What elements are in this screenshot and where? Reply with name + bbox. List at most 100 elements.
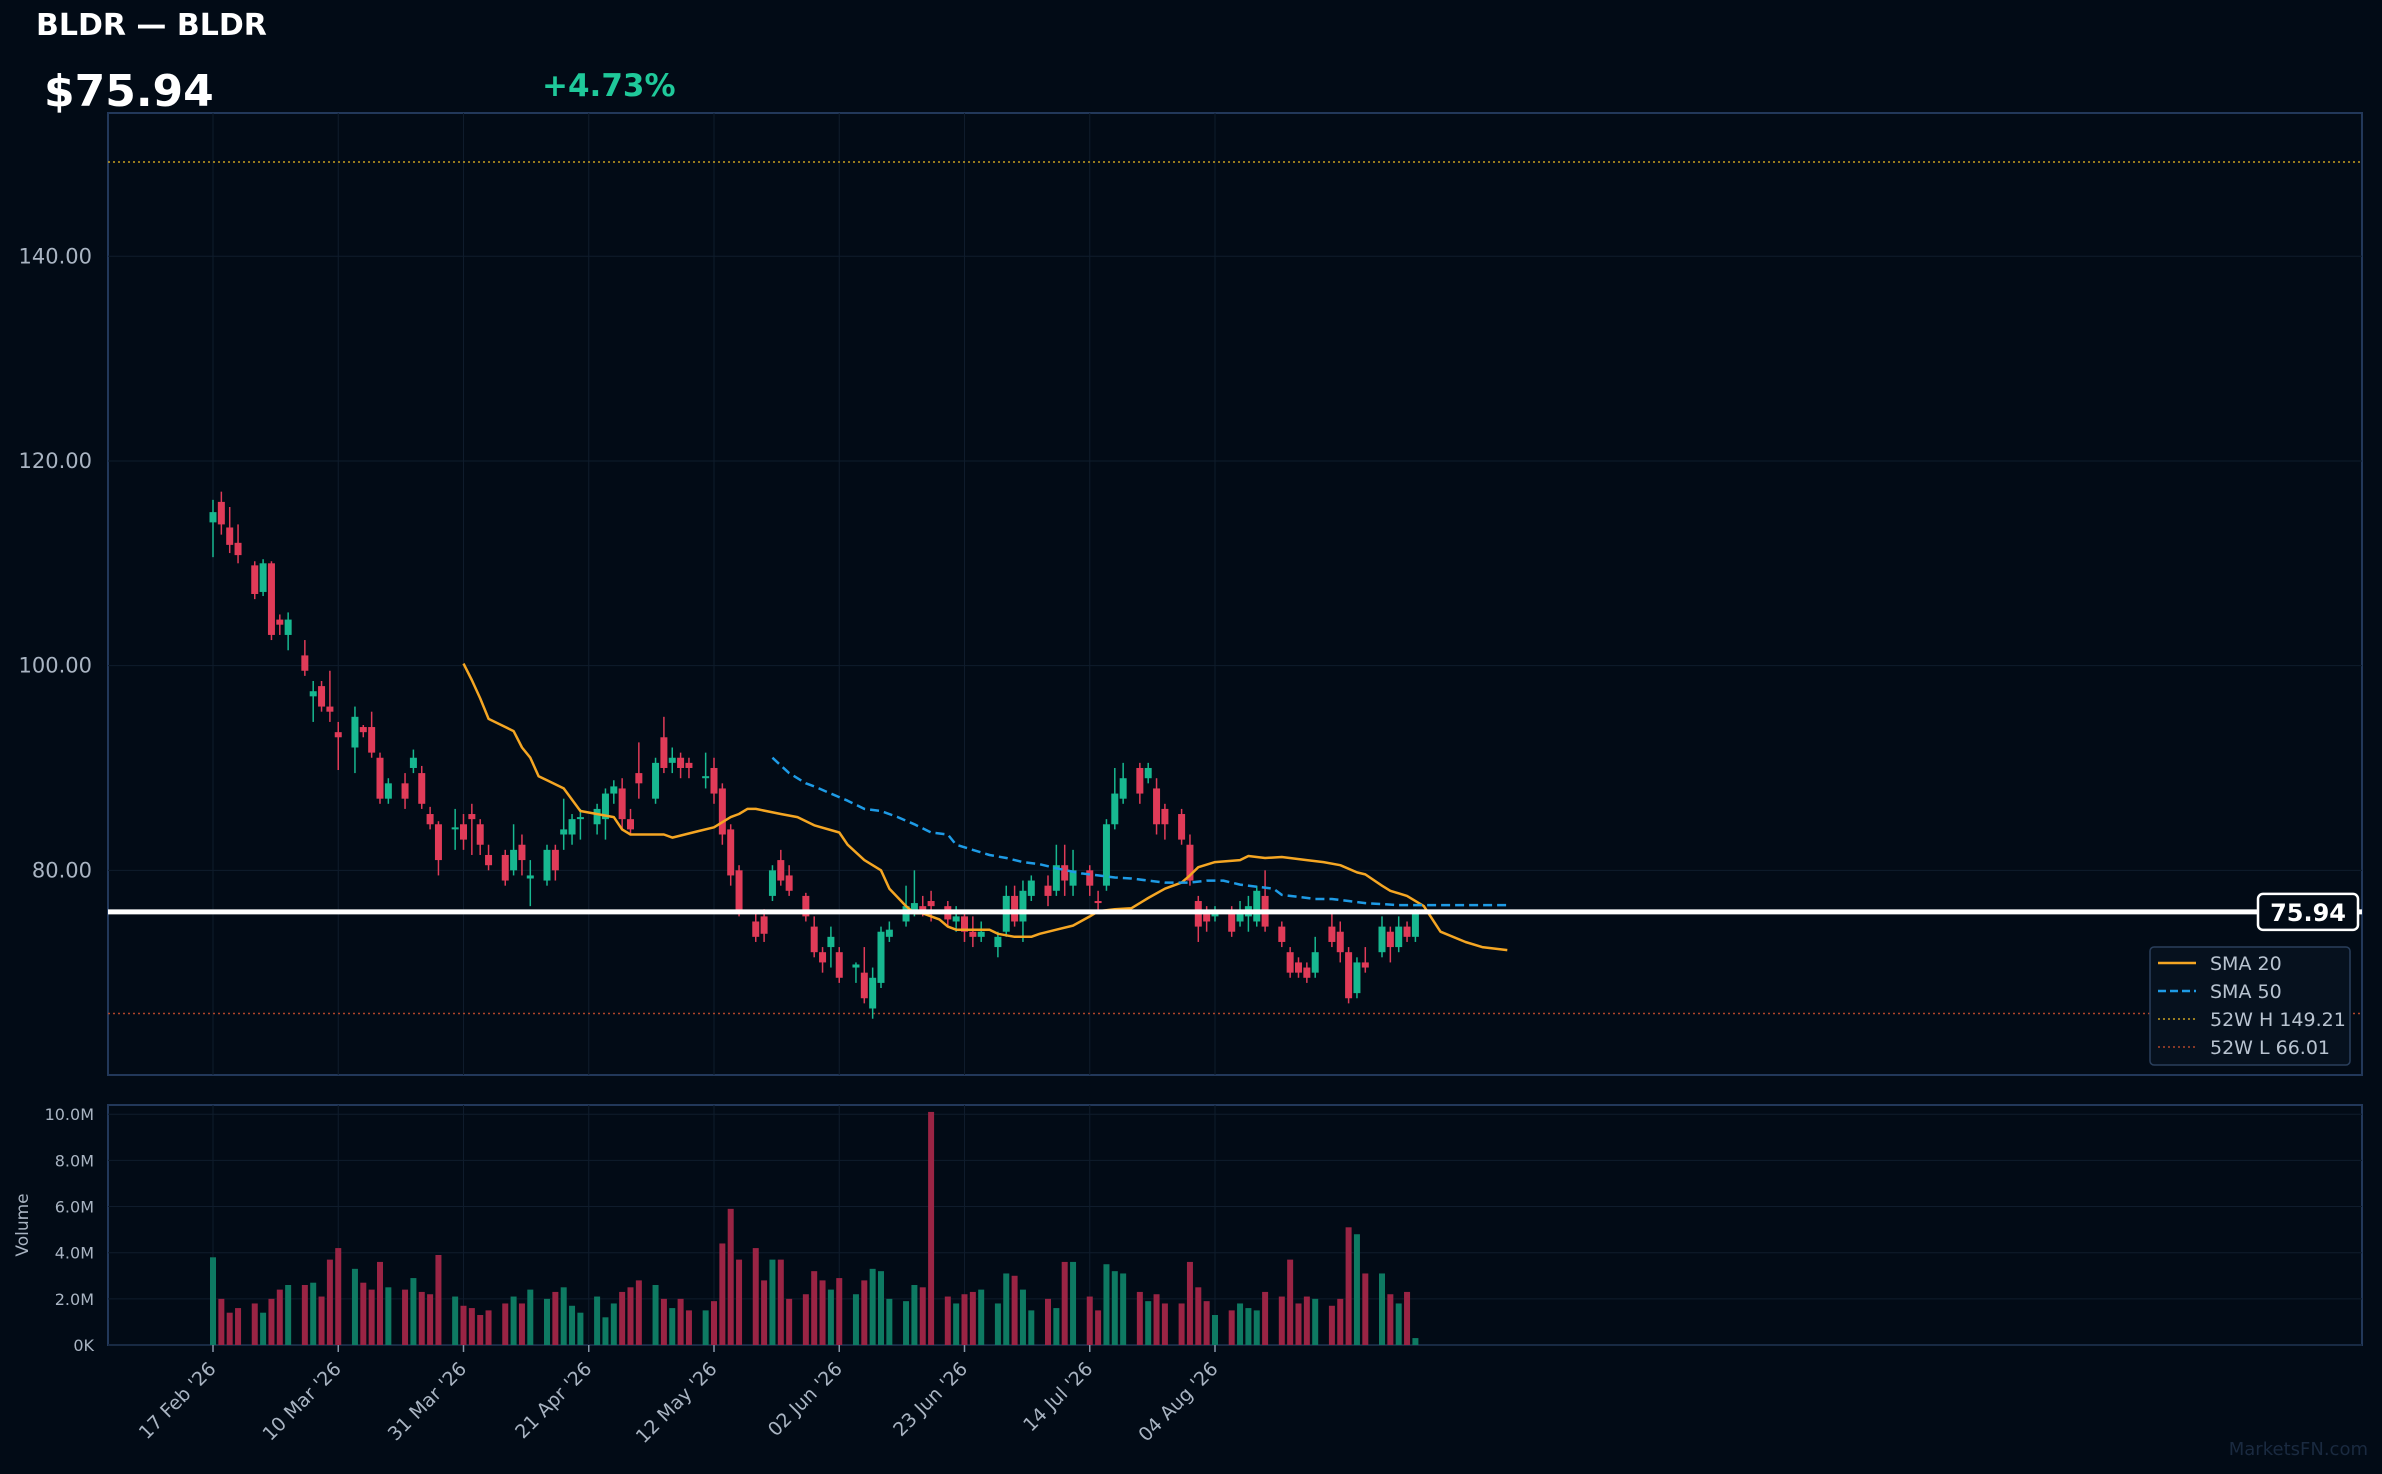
volume-bar bbox=[226, 1312, 233, 1345]
candle-body bbox=[927, 901, 935, 907]
candle-body bbox=[418, 773, 426, 804]
candle-body bbox=[284, 619, 292, 635]
volume-bar bbox=[510, 1296, 517, 1345]
volume-bar bbox=[1095, 1310, 1102, 1345]
volume-bar bbox=[953, 1303, 960, 1345]
volume-bar bbox=[1203, 1301, 1210, 1345]
volume-bar bbox=[761, 1280, 768, 1345]
candle-body bbox=[501, 854, 509, 881]
volume-bar bbox=[769, 1259, 776, 1345]
volume-bar bbox=[368, 1289, 375, 1345]
volume-bar bbox=[335, 1248, 342, 1345]
volume-bar bbox=[602, 1317, 609, 1345]
volume-bar bbox=[1303, 1296, 1310, 1345]
volume-bar bbox=[418, 1291, 425, 1345]
volume-panel bbox=[107, 1104, 2363, 1346]
volume-bar bbox=[719, 1243, 726, 1345]
candle-body bbox=[526, 875, 534, 879]
x-tick-label: 31 Mar '26 bbox=[384, 1358, 471, 1445]
candle-body bbox=[777, 860, 785, 881]
candle-body bbox=[376, 757, 384, 799]
volume-bar bbox=[827, 1289, 834, 1345]
legend-label-sma20: SMA 20 bbox=[2210, 953, 2282, 975]
volume-bar bbox=[260, 1312, 267, 1345]
volume-bar bbox=[1362, 1273, 1369, 1345]
volume-bar bbox=[961, 1294, 968, 1345]
volume-bar bbox=[1153, 1294, 1160, 1345]
candle-body bbox=[351, 716, 359, 748]
candle-body bbox=[652, 762, 660, 799]
candle-body bbox=[677, 757, 685, 768]
candle-body bbox=[1378, 926, 1386, 953]
candle-body bbox=[618, 788, 626, 820]
candle-body bbox=[635, 773, 643, 784]
candle-body bbox=[860, 972, 868, 999]
volume-axis-label: Volume bbox=[13, 1193, 33, 1256]
volume-bar bbox=[635, 1280, 642, 1345]
candle-body bbox=[485, 854, 493, 866]
volume-bar bbox=[527, 1289, 534, 1345]
volume-bar bbox=[351, 1268, 358, 1345]
volume-bar bbox=[811, 1271, 818, 1345]
candle-body bbox=[910, 903, 918, 912]
volume-bar bbox=[1178, 1303, 1185, 1345]
x-tick-label: 12 May '26 bbox=[632, 1358, 722, 1448]
candle-body bbox=[752, 921, 760, 937]
candle-body bbox=[1328, 926, 1336, 942]
volume-bar bbox=[903, 1301, 910, 1345]
candle-body bbox=[1086, 870, 1094, 886]
volume-bar bbox=[928, 1111, 935, 1345]
candle-body bbox=[1236, 911, 1244, 922]
volume-bar bbox=[1019, 1289, 1026, 1345]
candle-body bbox=[1186, 844, 1194, 881]
candle-body bbox=[434, 824, 442, 861]
candle-body bbox=[1144, 767, 1152, 779]
candle-body bbox=[1153, 788, 1161, 825]
candle-body bbox=[1228, 911, 1236, 932]
candle-body bbox=[1395, 926, 1403, 948]
candle-body bbox=[1303, 967, 1311, 978]
volume-bar bbox=[377, 1261, 383, 1345]
watermark: MarketsFN.com bbox=[2229, 1439, 2368, 1460]
volume-bar bbox=[652, 1285, 659, 1345]
candle-body bbox=[309, 691, 317, 697]
candle-body bbox=[426, 814, 434, 825]
candle-body bbox=[1136, 767, 1144, 794]
volume-bar bbox=[1045, 1298, 1051, 1345]
volume-bar bbox=[852, 1294, 859, 1345]
candle-body bbox=[819, 952, 827, 963]
volume-bar bbox=[468, 1308, 475, 1345]
x-tick-label: 21 Apr '26 bbox=[511, 1358, 596, 1443]
candle-body bbox=[852, 964, 860, 968]
candle-body bbox=[1411, 911, 1419, 937]
candle-body bbox=[1044, 885, 1052, 896]
price-tick-label: 140.00 bbox=[19, 244, 92, 268]
candle-body bbox=[710, 767, 718, 794]
volume-bar bbox=[1186, 1261, 1193, 1345]
candle-body bbox=[359, 727, 367, 733]
volume-bar bbox=[1086, 1296, 1093, 1345]
candle-body bbox=[768, 870, 776, 896]
volume-bar bbox=[1028, 1310, 1035, 1345]
volume-bar bbox=[251, 1303, 258, 1345]
candle-body bbox=[1403, 926, 1411, 937]
volume-bar bbox=[502, 1303, 509, 1345]
volume-tick-label: 0K bbox=[73, 1336, 94, 1355]
x-tick-label: 23 Jun '26 bbox=[889, 1358, 972, 1441]
candle-body bbox=[1102, 824, 1110, 886]
volume-bar bbox=[1328, 1305, 1335, 1345]
volume-bar bbox=[1212, 1315, 1218, 1345]
volume-bar bbox=[268, 1298, 275, 1345]
volume-bar bbox=[1345, 1227, 1352, 1345]
volume-tick-label: 6.0M bbox=[55, 1198, 94, 1217]
candle-body bbox=[977, 931, 985, 937]
volume-bar bbox=[978, 1289, 985, 1345]
volume-bar bbox=[577, 1312, 584, 1345]
x-tick-label: 17 Feb '26 bbox=[135, 1358, 221, 1444]
volume-bar bbox=[610, 1303, 617, 1345]
x-tick-label: 02 Jun '26 bbox=[764, 1358, 847, 1441]
volume-bar bbox=[1395, 1303, 1402, 1345]
volume-bar bbox=[452, 1296, 459, 1345]
candle-body bbox=[1094, 901, 1102, 904]
volume-tick-label: 2.0M bbox=[55, 1290, 94, 1309]
